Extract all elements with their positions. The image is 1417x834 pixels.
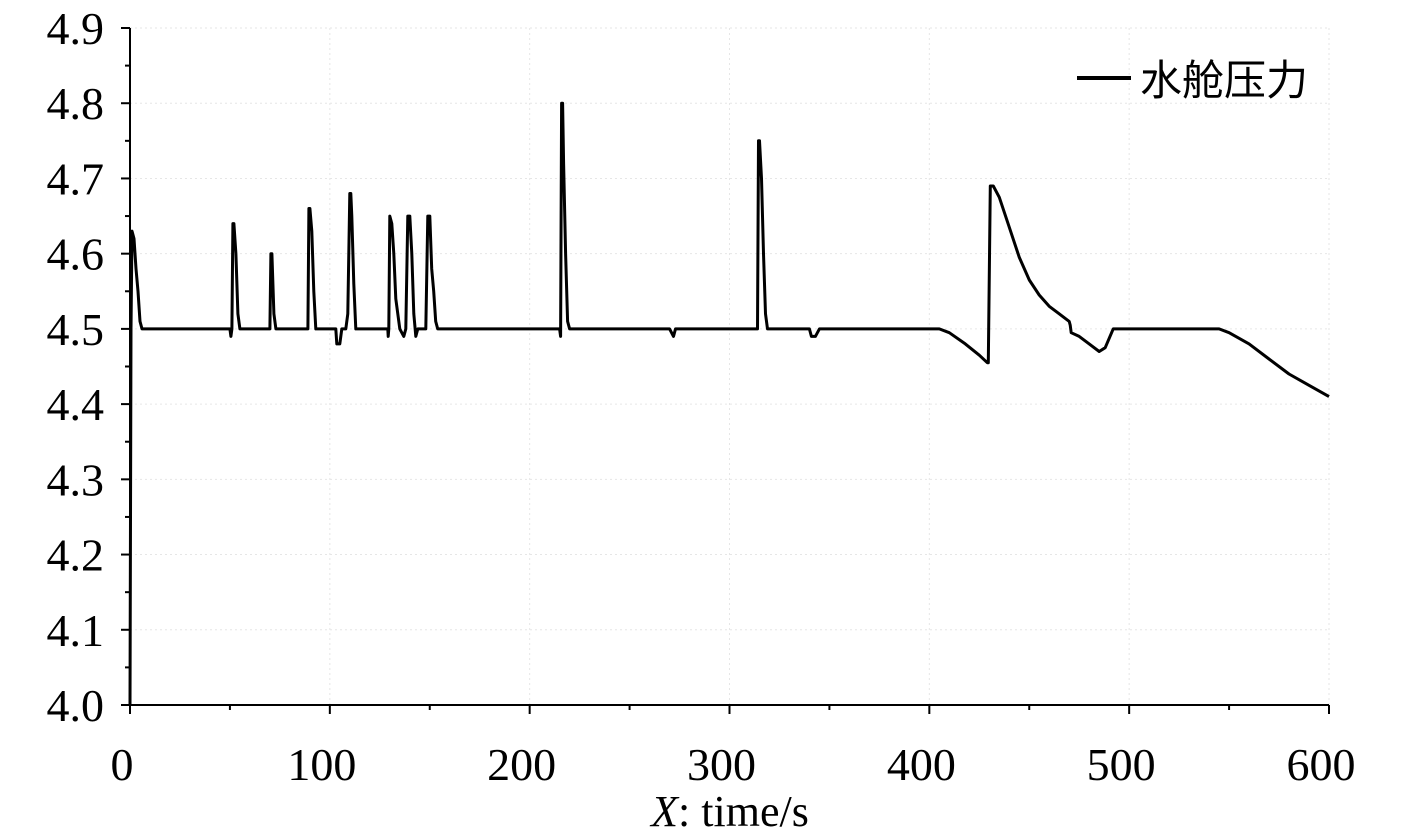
y-tick-label: 4.4 bbox=[47, 379, 105, 430]
y-tick-label: 4.5 bbox=[47, 304, 105, 355]
y-tick-label: 4.7 bbox=[47, 153, 105, 204]
y-tick-label: 4.6 bbox=[47, 229, 105, 280]
y-tick-label: 4.9 bbox=[47, 3, 105, 54]
x-axis-title: X: time/s bbox=[649, 787, 809, 834]
tick-marks bbox=[121, 27, 1330, 714]
x-tick-label: 0 bbox=[111, 739, 134, 790]
x-tick-label: 500 bbox=[1087, 739, 1156, 790]
y-tick-label: 4.8 bbox=[47, 78, 105, 129]
y-tick-label: 4.3 bbox=[47, 454, 105, 505]
x-tick-label: 200 bbox=[487, 739, 556, 790]
grid-lines bbox=[130, 27, 1330, 705]
series-line-water-tank-pressure bbox=[128, 101, 1330, 706]
x-tick-label: 300 bbox=[687, 739, 756, 790]
x-tick-label: 400 bbox=[887, 739, 956, 790]
x-tick-label: 100 bbox=[287, 739, 356, 790]
legend: 水舱压力 bbox=[1077, 58, 1308, 105]
y-tick-label: 4.1 bbox=[47, 605, 105, 656]
y-tick-label: 4.0 bbox=[47, 680, 105, 731]
y-tick-label: 4.2 bbox=[47, 530, 105, 581]
legend-label: 水舱压力 bbox=[1140, 58, 1308, 105]
y-tick-labels: 4.0 4.1 4.2 4.3 4.4 4.5 4.6 4.7 4.8 4.9 bbox=[47, 3, 105, 731]
x-tick-label: 600 bbox=[1287, 739, 1356, 790]
x-tick-labels: 0 100 200 300 400 500 600 bbox=[111, 739, 1356, 790]
